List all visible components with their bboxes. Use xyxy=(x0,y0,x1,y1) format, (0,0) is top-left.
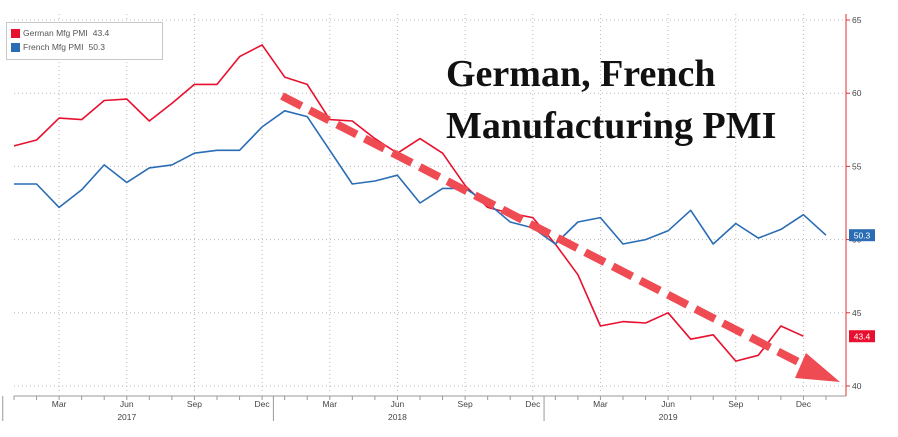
badge-german-text: 43.4 xyxy=(854,332,871,342)
legend-swatch-german xyxy=(11,28,20,38)
trend-arrow-head xyxy=(795,353,840,382)
x-tick-label: Jun xyxy=(391,399,405,409)
y-tick-label: 40 xyxy=(852,381,862,391)
series-line-french xyxy=(14,110,827,245)
x-tick-label: Sep xyxy=(728,399,743,409)
year-label: 2018 xyxy=(388,412,407,422)
y-tick-label: 45 xyxy=(852,308,862,318)
legend-value-french: 50.3 xyxy=(88,42,106,52)
x-tick-label: Mar xyxy=(322,399,337,409)
badge-french xyxy=(849,229,875,242)
x-tick-label: Dec xyxy=(525,399,541,409)
legend-label-french: French Mfg PMI xyxy=(23,42,84,52)
x-axis: Mar Jun Sep Dec Mar Jun Sep Dec Mar Jun Sep Dec 2017… xyxy=(2,395,846,422)
legend: German Mfg PMI 43.4 French Mfg PMI 50.3 xyxy=(6,22,163,60)
year-label: 2017 xyxy=(117,412,136,422)
series-line-german xyxy=(13,44,804,362)
legend-swatch-french xyxy=(11,42,20,52)
y-tick-label: 65 xyxy=(852,15,862,25)
y-tick-label: 55 xyxy=(852,161,862,171)
y-tick-label: 60 xyxy=(852,88,862,98)
x-tick-label: Sep xyxy=(458,399,473,409)
legend-value-german: 43.4 xyxy=(92,28,110,38)
x-tick-label: Jun xyxy=(661,399,675,409)
chart-title: German, French Manufacturing PMI xyxy=(446,48,776,152)
year-label: 2019 xyxy=(659,412,678,422)
value-badges: 43.4 50.3 xyxy=(849,229,875,343)
legend-item-german: German Mfg PMI 43.4 xyxy=(11,27,109,39)
badge-french-text: 50.3 xyxy=(854,231,871,241)
chart-title-line1: German, French xyxy=(446,53,716,95)
trend-arrow-shaft xyxy=(280,92,814,373)
x-tick-label: Dec xyxy=(796,399,812,409)
x-tick-label: Sep xyxy=(187,399,202,409)
x-tick-label: Mar xyxy=(593,399,608,409)
x-tick-label: Dec xyxy=(255,399,271,409)
x-tick-label: Jun xyxy=(120,399,134,409)
trend-arrow xyxy=(280,92,840,382)
chart-title-line2: Manufacturing PMI xyxy=(446,105,777,147)
legend-item-french: French Mfg PMI 50.3 xyxy=(11,41,105,53)
legend-label-german: German Mfg PMI xyxy=(23,28,88,38)
x-tick-label: Mar xyxy=(52,399,67,409)
series-lines xyxy=(13,44,827,362)
badge-german xyxy=(849,330,875,343)
